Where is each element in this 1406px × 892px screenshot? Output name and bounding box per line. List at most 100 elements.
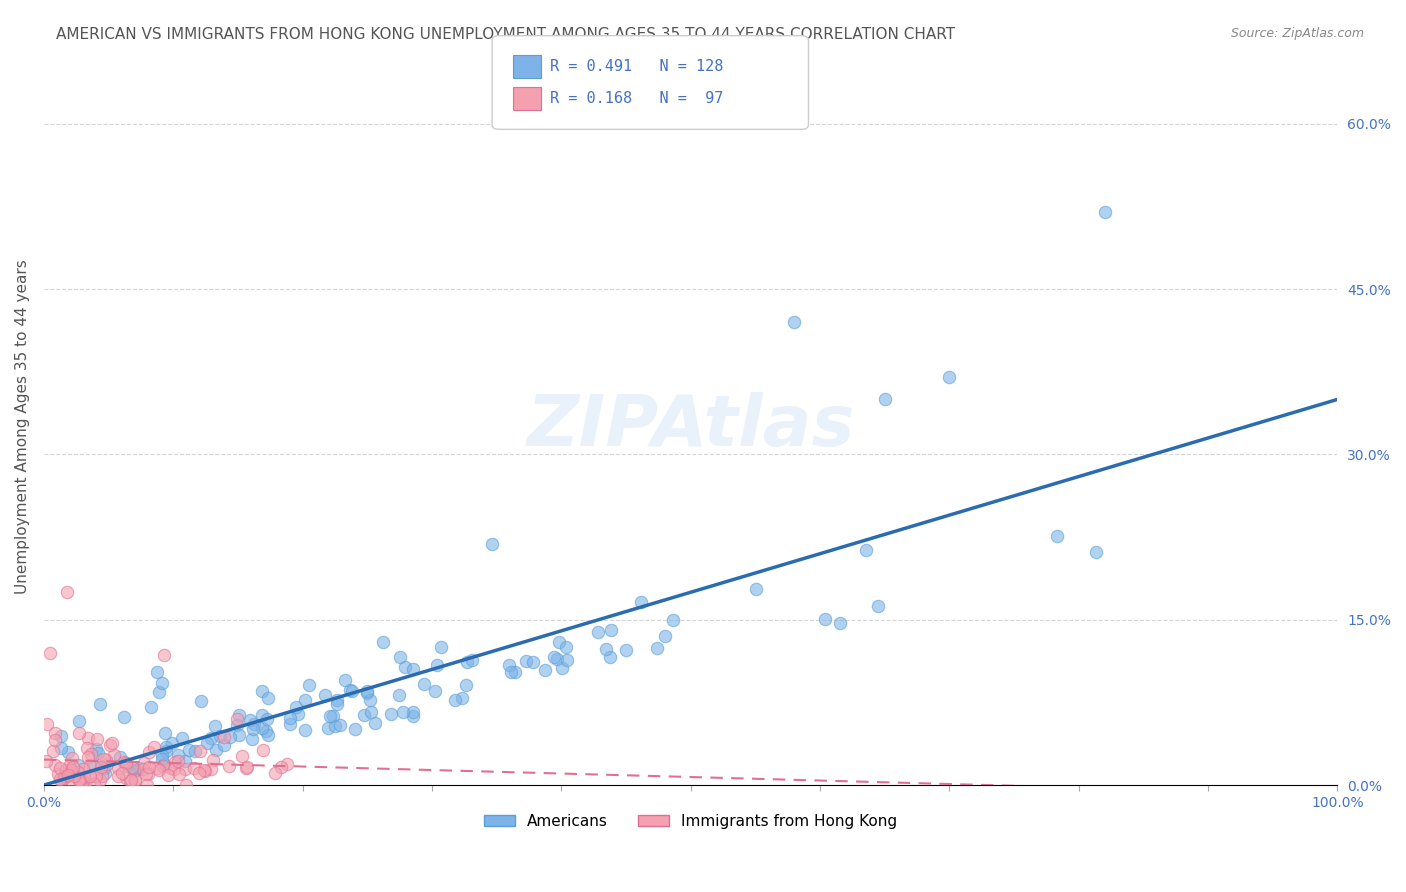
Point	[325, 697, 347, 711]
Point	[79, 759, 101, 773]
Point	[67, 726, 90, 740]
Point	[98, 738, 121, 752]
Point	[183, 761, 205, 775]
Point	[143, 740, 166, 755]
Point	[150, 675, 173, 690]
Point	[160, 736, 183, 750]
Point	[240, 731, 263, 746]
Point	[204, 719, 226, 733]
Point	[599, 649, 621, 664]
Point	[153, 648, 176, 663]
Point	[93, 751, 115, 765]
Point	[388, 688, 411, 702]
Point	[157, 767, 180, 781]
Point	[49, 740, 72, 755]
Point	[148, 684, 170, 698]
Point	[285, 700, 308, 714]
Point	[193, 763, 215, 777]
Point	[402, 706, 425, 720]
Point	[278, 711, 301, 725]
Point	[150, 747, 173, 762]
Point	[662, 613, 685, 627]
Point	[333, 673, 356, 687]
Point	[63, 768, 86, 782]
Point	[380, 706, 402, 721]
Point	[146, 761, 169, 775]
Point	[364, 716, 387, 731]
Point	[356, 686, 378, 700]
Point	[103, 748, 125, 763]
Point	[195, 736, 218, 750]
Point	[242, 722, 264, 736]
Point	[218, 759, 240, 773]
Point	[86, 769, 108, 783]
Point	[84, 742, 107, 756]
Point	[505, 665, 527, 679]
Point	[122, 764, 145, 778]
Point	[35, 717, 58, 731]
Point	[586, 624, 609, 639]
Point	[152, 759, 174, 773]
Point	[150, 752, 173, 766]
Point	[595, 641, 617, 656]
Point	[239, 713, 262, 727]
Point	[600, 624, 623, 638]
Point	[200, 731, 222, 746]
Point	[118, 774, 141, 789]
Point	[270, 760, 292, 774]
Point	[252, 743, 274, 757]
Point	[630, 595, 652, 609]
Point	[423, 683, 446, 698]
Point	[938, 370, 960, 384]
Point	[226, 718, 249, 732]
Point	[174, 778, 197, 792]
Point	[82, 759, 104, 773]
Point	[146, 665, 169, 680]
Point	[173, 754, 195, 768]
Point	[256, 712, 278, 726]
Point	[163, 762, 186, 776]
Point	[132, 756, 155, 771]
Point	[94, 766, 117, 780]
Point	[115, 771, 138, 785]
Point	[110, 749, 132, 764]
Point	[66, 770, 89, 784]
Point	[873, 392, 896, 407]
Point	[77, 769, 100, 783]
Point	[814, 612, 837, 626]
Point	[402, 709, 425, 723]
Point	[212, 738, 235, 752]
Point	[394, 659, 416, 673]
Point	[546, 652, 568, 666]
Text: R = 0.168   N =  97: R = 0.168 N = 97	[550, 91, 723, 105]
Point	[1094, 204, 1116, 219]
Point	[231, 749, 253, 764]
Point	[155, 744, 177, 758]
Point	[515, 654, 537, 668]
Point	[93, 761, 115, 775]
Point	[855, 542, 877, 557]
Point	[359, 693, 381, 707]
Point	[276, 757, 298, 772]
Point	[135, 766, 157, 780]
Point	[200, 763, 222, 777]
Point	[339, 682, 361, 697]
Point	[89, 772, 111, 787]
Point	[170, 731, 193, 745]
Point	[58, 759, 80, 773]
Point	[551, 661, 574, 675]
Text: ZIPAtlas: ZIPAtlas	[526, 392, 855, 461]
Point	[228, 728, 250, 742]
Point	[263, 765, 285, 780]
Point	[228, 708, 250, 723]
Point	[120, 772, 142, 787]
Point	[107, 769, 129, 783]
Point	[194, 764, 217, 778]
Point	[117, 757, 139, 772]
Point	[451, 691, 474, 706]
Point	[165, 755, 187, 769]
Point	[256, 690, 278, 705]
Point	[340, 684, 363, 698]
Point	[80, 747, 103, 761]
Point	[46, 767, 69, 781]
